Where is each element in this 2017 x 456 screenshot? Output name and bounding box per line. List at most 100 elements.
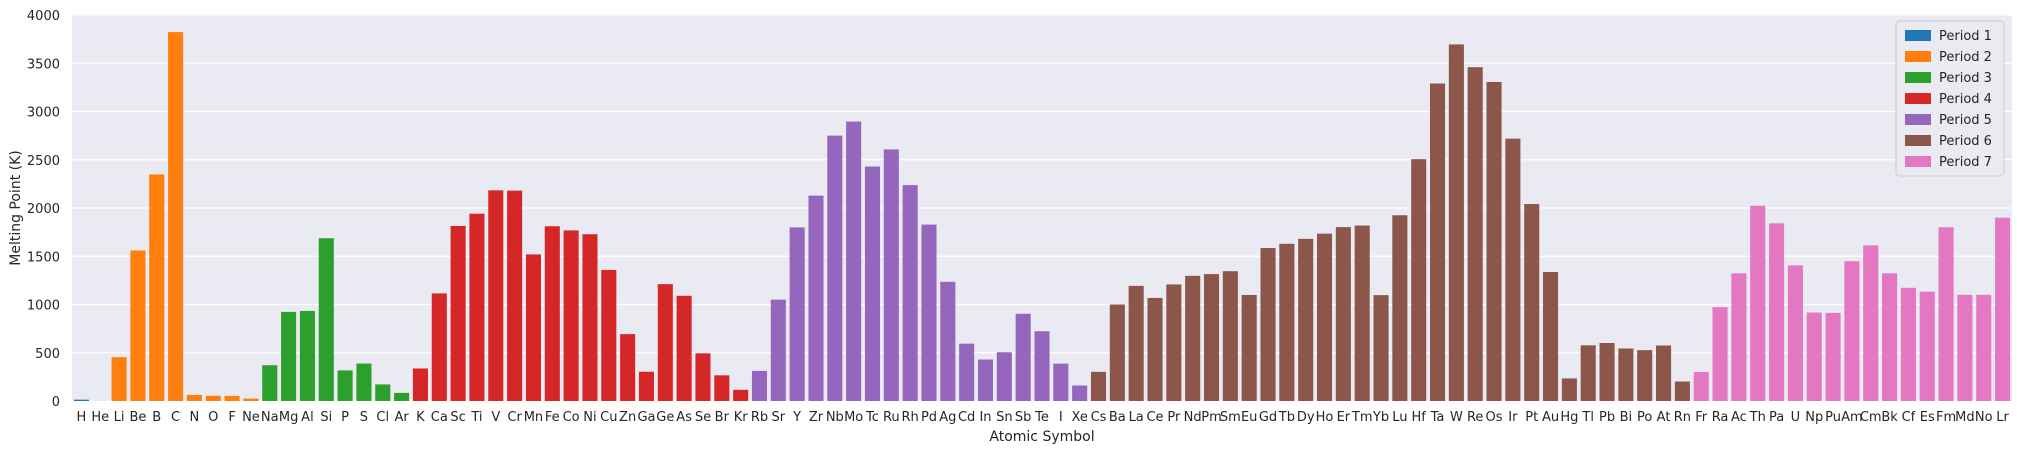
x-tick-label: Ac: [1731, 410, 1747, 425]
bar-Sb: [1016, 314, 1031, 401]
x-tick-label: W: [1450, 410, 1463, 425]
x-tick-label: Th: [1749, 410, 1766, 425]
y-tick-label: 3500: [27, 57, 60, 72]
x-tick-label: Ra: [1712, 410, 1729, 425]
bar-Ru: [884, 149, 899, 401]
y-tick-label: 1000: [27, 299, 60, 314]
bar-At: [1656, 346, 1671, 401]
legend-label: Period 2: [1939, 50, 1992, 65]
x-tick-label: Tl: [1581, 410, 1594, 425]
bar-Nb: [827, 136, 842, 401]
x-tick-label: Te: [1034, 410, 1049, 425]
x-tick-label: Ce: [1146, 410, 1163, 425]
bar-K: [413, 368, 428, 401]
bar-Ta: [1430, 84, 1445, 401]
x-tick-label: Tc: [865, 410, 879, 425]
x-tick-label: Li: [114, 410, 125, 425]
y-tick-label: 1500: [27, 250, 60, 265]
bar-Nd: [1185, 276, 1200, 401]
bar-Pa: [1769, 223, 1784, 401]
bar-Rn: [1675, 382, 1690, 401]
bar-Bi: [1618, 349, 1633, 401]
bar-Mn: [526, 254, 541, 401]
x-tick-label: K: [416, 410, 425, 425]
bar-Ce: [1147, 298, 1162, 401]
legend-swatch: [1905, 72, 1931, 83]
bar-Rh: [903, 185, 918, 401]
bar-Tl: [1581, 345, 1596, 401]
x-tick-label: Sr: [772, 410, 786, 425]
x-tick-label: U: [1791, 410, 1801, 425]
bar-Rb: [752, 371, 767, 401]
x-tick-label: Al: [301, 410, 314, 425]
x-tick-label: Au: [1542, 410, 1559, 425]
legend-label: Period 4: [1939, 92, 1992, 107]
bar-Zr: [808, 196, 823, 401]
x-tick-label: Na: [261, 410, 279, 425]
legend: Period 1 Period 2 Period 3 Period 4 Period 5…: [1896, 21, 2004, 176]
x-tick-label: Pm: [1201, 410, 1222, 425]
bar-Md: [1957, 295, 1972, 401]
bar-O: [206, 396, 221, 401]
x-tick-label: C: [171, 410, 180, 425]
bar-Es: [1920, 292, 1935, 401]
x-tick-label: Cu: [600, 410, 617, 425]
bar-P: [338, 370, 353, 401]
bar-Sr: [771, 300, 786, 401]
bar-Ra: [1713, 307, 1728, 401]
x-tick-label: Ba: [1109, 410, 1126, 425]
x-tick-label: Zn: [619, 410, 636, 425]
bar-F: [225, 396, 240, 401]
x-tick-label: Pu: [1825, 410, 1841, 425]
x-tick-label: Bi: [1620, 410, 1633, 425]
bar-Pt: [1524, 204, 1539, 401]
x-tick-label: Md: [1955, 410, 1974, 425]
x-tick-label: Rb: [751, 410, 768, 425]
x-tick-label: In: [979, 410, 991, 425]
bar-B: [149, 174, 164, 401]
bar-Cd: [959, 344, 974, 401]
y-tick-label: 2000: [27, 202, 60, 217]
bar-Ni: [582, 234, 597, 401]
x-tick-label: Ni: [583, 410, 596, 425]
bar-Pd: [921, 225, 936, 401]
x-tick-label: Cs: [1091, 410, 1107, 425]
bar-Cu: [601, 270, 616, 401]
x-tick-label: Mn: [524, 410, 543, 425]
y-axis-label: Melting Point (K): [8, 150, 24, 266]
x-tick-label: Tm: [1351, 410, 1373, 425]
bar-Y: [790, 227, 805, 401]
bar-Re: [1468, 67, 1483, 401]
legend-swatch: [1905, 135, 1931, 146]
x-tick-label: Pr: [1167, 410, 1181, 425]
bar-Mo: [846, 122, 861, 401]
bar-Sc: [451, 226, 466, 401]
legend-label: Period 5: [1939, 113, 1992, 128]
bar-Ac: [1731, 273, 1746, 401]
bar-Ca: [432, 293, 447, 401]
legend-label: Period 6: [1939, 134, 1992, 149]
bar-Al: [300, 311, 315, 401]
bar-Cs: [1091, 372, 1106, 401]
x-tick-label: Sb: [1015, 410, 1032, 425]
x-tick-label: Np: [1805, 410, 1823, 425]
legend-label: Period 3: [1939, 71, 1992, 86]
x-tick-label: P: [341, 410, 349, 425]
x-tick-label: Se: [695, 410, 711, 425]
bar-Pm: [1204, 274, 1219, 401]
bar-Be: [130, 250, 145, 401]
legend-label: Period 1: [1939, 29, 1992, 44]
x-tick-label: Gd: [1259, 410, 1277, 425]
x-tick-label: O: [208, 410, 218, 425]
x-tick-label: Cd: [958, 410, 975, 425]
x-tick-label: Cl: [376, 410, 389, 425]
x-tick-label: Dy: [1297, 410, 1315, 425]
x-tick-label: Y: [792, 410, 801, 425]
x-tick-label: Ru: [883, 410, 900, 425]
bar-In: [978, 360, 993, 401]
x-tick-label: Br: [715, 410, 730, 425]
bar-Na: [262, 365, 277, 401]
